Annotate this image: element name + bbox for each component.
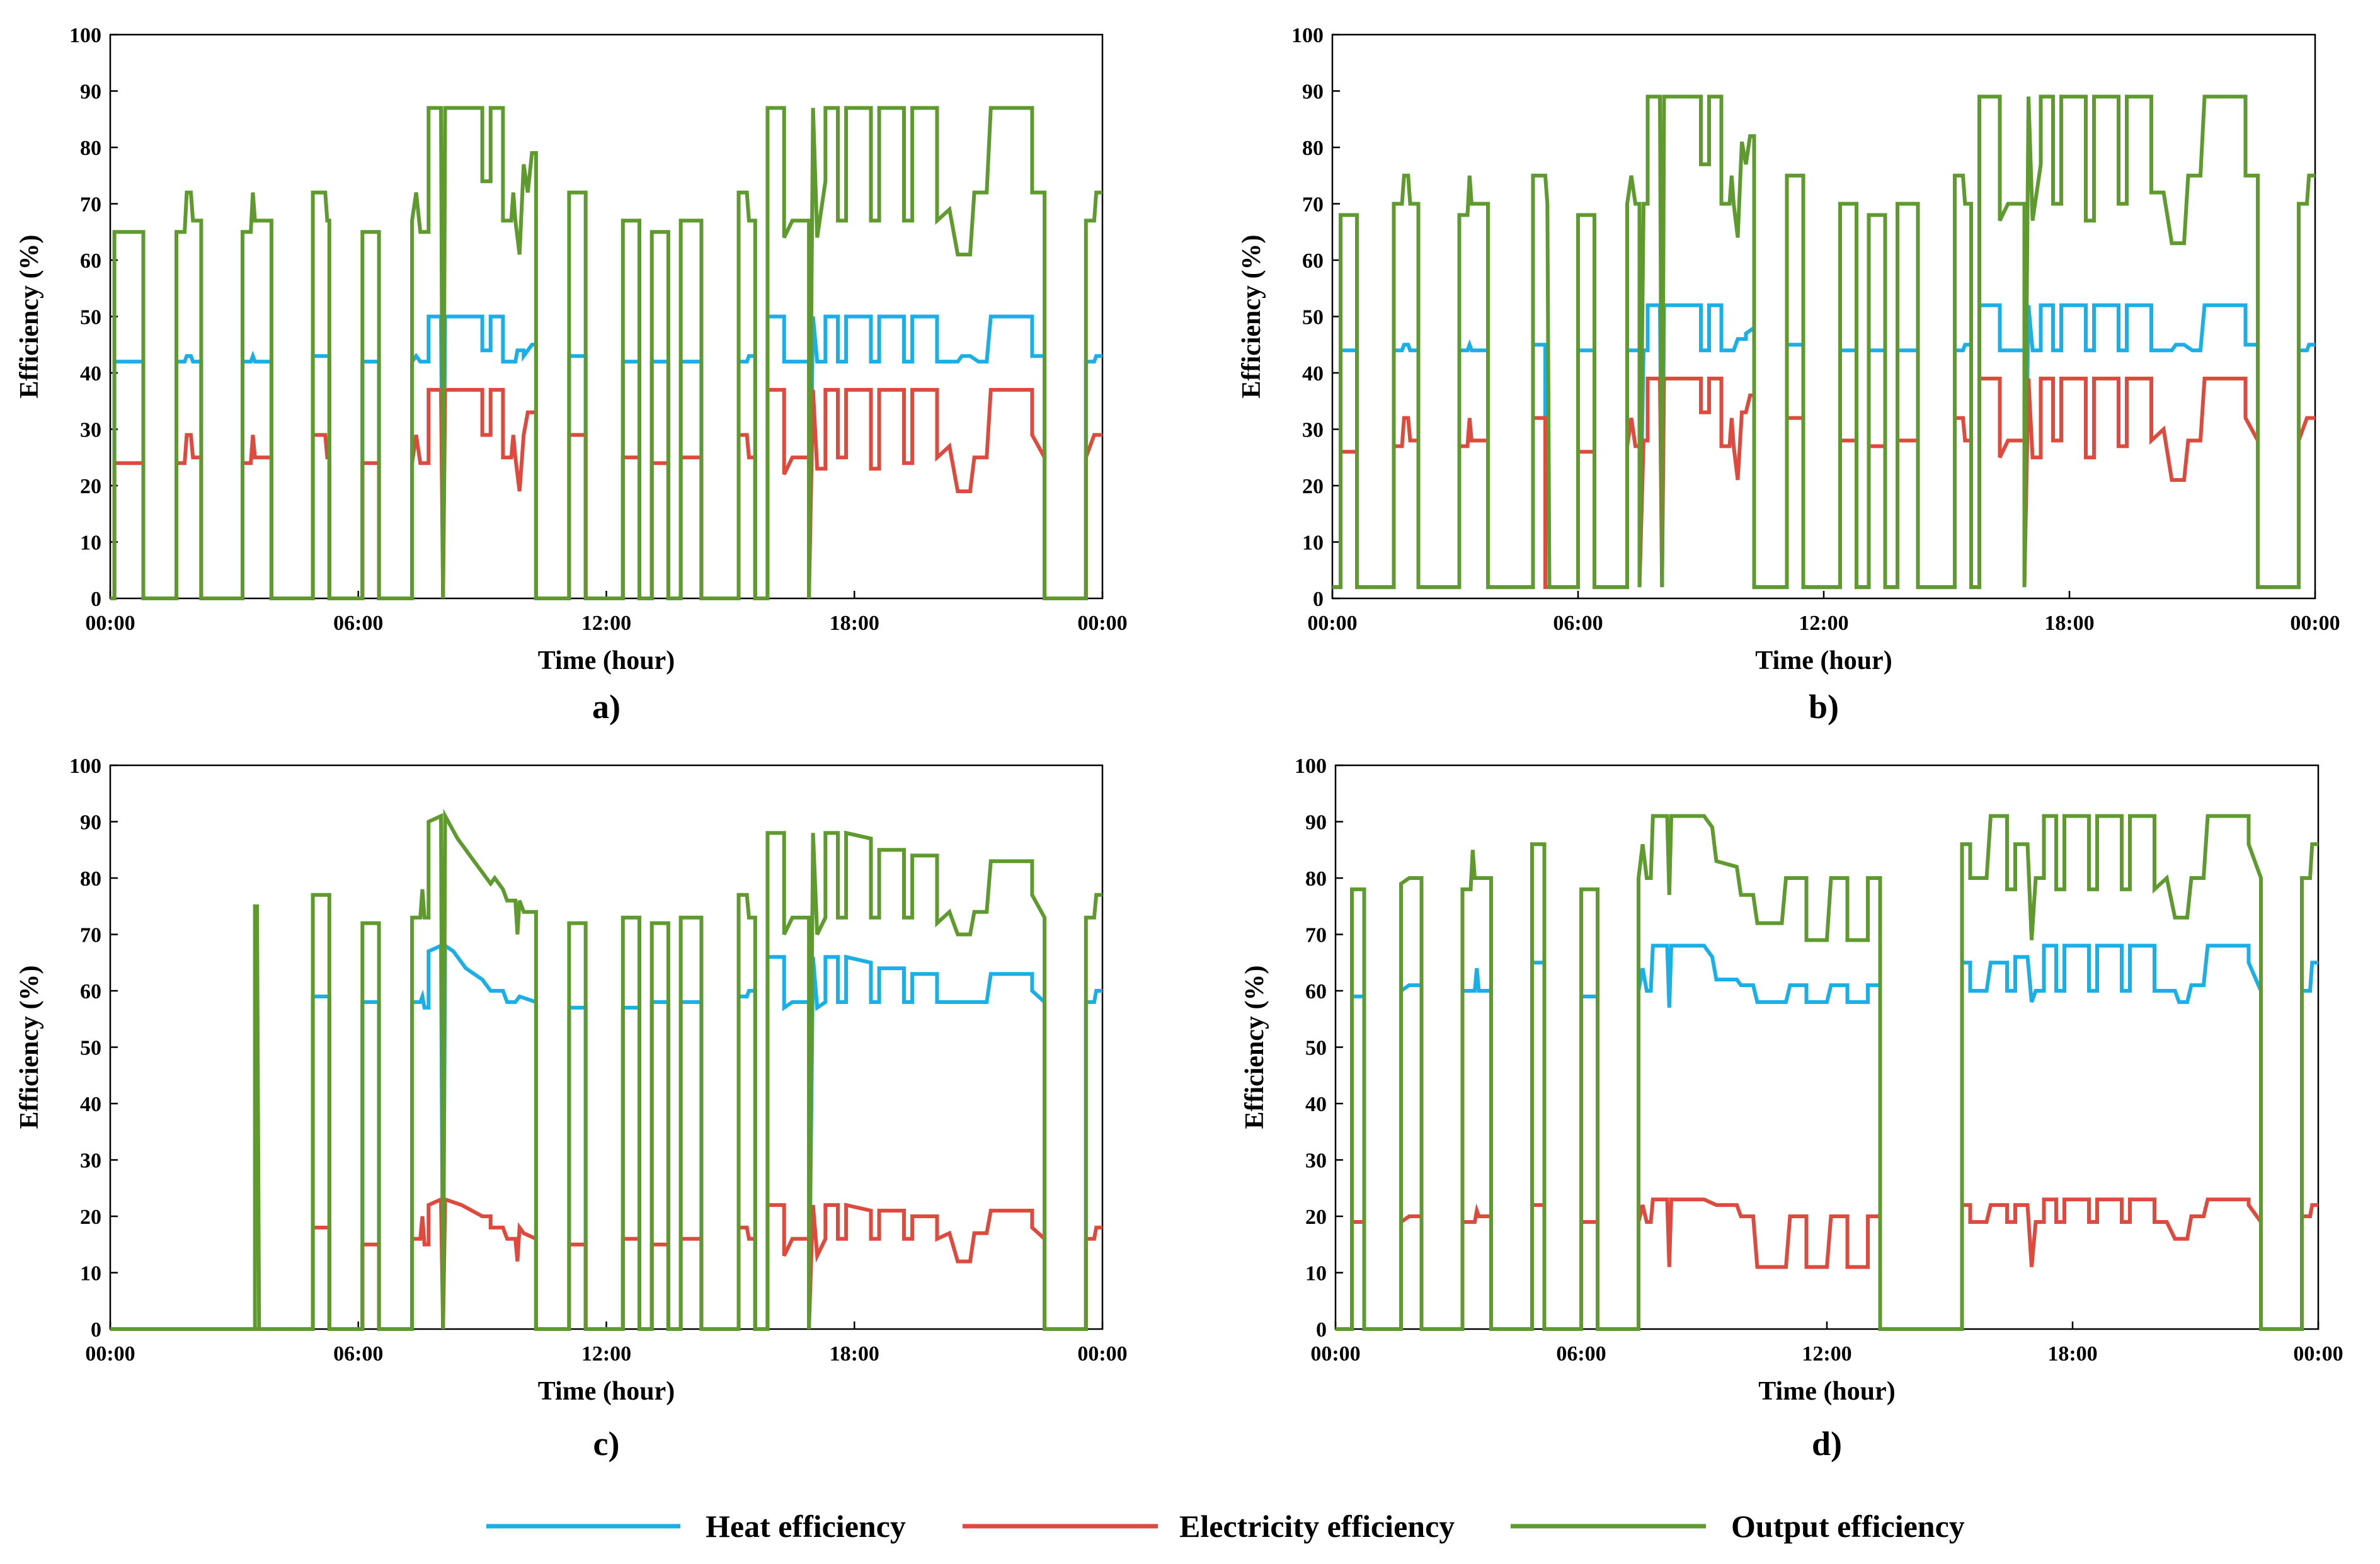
series-output-efficiencyline — [1336, 814, 2318, 1331]
y-tick-label: 0 — [1316, 1318, 1327, 1342]
x-axis-label: Time (hour) — [538, 1377, 675, 1406]
x-tick-label: 06:00 — [333, 1342, 383, 1366]
y-tick-label: 90 — [80, 811, 101, 835]
y-tick-label: 90 — [1302, 81, 1324, 104]
legend-label: Electricity efficiency — [1179, 1509, 1455, 1544]
y-tick-label: 70 — [1302, 193, 1324, 217]
x-axis-label: Time (hour) — [538, 646, 675, 675]
y-tick-label: 30 — [80, 419, 101, 442]
x-tick-label: 00:00 — [1307, 612, 1357, 635]
x-tick-label: 18:00 — [2047, 1342, 2097, 1366]
legend-item-heat-efficiency: Heat efficiency — [486, 1509, 906, 1544]
y-tick-label: 100 — [69, 24, 101, 47]
y-axis-label: Efficiency (%) — [1240, 965, 1269, 1129]
y-tick-label: 0 — [1313, 588, 1324, 611]
x-axis-label: Time (hour) — [1755, 646, 1892, 675]
y-tick-label: 80 — [80, 137, 101, 160]
y-axis-label: Efficiency (%) — [15, 234, 44, 398]
y-tick-label: 100 — [1295, 755, 1327, 778]
x-tick-label: 06:00 — [333, 612, 383, 635]
y-tick-label: 60 — [1305, 980, 1327, 1003]
y-tick-label: 20 — [80, 475, 101, 498]
y-axis-label: Efficiency (%) — [15, 965, 44, 1129]
plot-frame — [109, 33, 1104, 600]
y-tick-label: 70 — [80, 193, 101, 217]
panel-label: c) — [593, 1425, 620, 1463]
y-tick-label: 80 — [80, 867, 101, 891]
y-tick-label: 10 — [1302, 532, 1324, 555]
y-tick-label: 80 — [1305, 867, 1327, 891]
x-tick-label: 12:00 — [581, 1342, 631, 1366]
y-tick-label: 50 — [80, 306, 101, 329]
panel-label: a) — [592, 688, 621, 726]
y-tick-label: 50 — [80, 1037, 101, 1060]
x-tick-label: 00:00 — [2290, 612, 2340, 635]
panel-label: d) — [1812, 1425, 1842, 1463]
y-tick-label: 60 — [1302, 249, 1324, 273]
series-output-efficiencyline — [1332, 94, 2315, 590]
y-tick-label: 30 — [80, 1150, 101, 1173]
y-tick-label: 40 — [1302, 362, 1324, 385]
panel-b: 0 10 20 30 40 50 60 70 80 90 100 00:00 06:00 12:00 18:… — [1237, 24, 2340, 726]
legend-label: Output efficiency — [1731, 1509, 1965, 1544]
x-tick-label: 18:00 — [830, 1342, 879, 1366]
legend-item-output-efficiency: Output efficiency — [1511, 1509, 1965, 1544]
series-electricity-efficiencyline — [1332, 377, 2315, 590]
x-tick-label: 12:00 — [581, 612, 631, 635]
y-tick-label: 90 — [80, 81, 101, 104]
y-tick-label: 0 — [91, 588, 101, 611]
y-tick-label: 40 — [1305, 1093, 1327, 1116]
x-tick-label: 00:00 — [1077, 612, 1127, 635]
series-heat-efficiencyline — [1336, 944, 2318, 1331]
y-tick-label: 100 — [1291, 24, 1324, 47]
plot-frame — [1331, 33, 2316, 600]
y-tick-label: 10 — [1305, 1262, 1327, 1286]
x-tick-label: 06:00 — [1556, 1342, 1606, 1366]
panel-d: 0 10 20 30 40 50 60 70 80 90 100 00:00 06:00 12:00 18:… — [1240, 755, 2343, 1463]
y-tick-label: 0 — [91, 1318, 101, 1342]
legend: Heat efficiency Electricity efficiency Out… — [486, 1509, 1965, 1544]
y-tick-label: 10 — [80, 532, 101, 555]
y-tick-label: 20 — [1302, 475, 1324, 498]
legend-label: Heat efficiency — [706, 1509, 906, 1544]
y-tick-label: 50 — [1305, 1037, 1327, 1060]
y-tick-label: 80 — [1302, 137, 1324, 160]
legend-item-electricity-efficiency: Electricity efficiency — [963, 1509, 1455, 1544]
y-axis-label: Efficiency (%) — [1237, 234, 1266, 398]
y-tick-label: 100 — [69, 755, 101, 778]
series-electricity-efficiencyline — [1336, 1197, 2318, 1331]
x-tick-label: 00:00 — [85, 612, 135, 635]
series-output-efficiencyline — [110, 808, 1102, 1331]
x-tick-label: 00:00 — [85, 1342, 135, 1366]
series-output-efficiencyline — [110, 106, 1102, 600]
y-tick-label: 60 — [80, 980, 101, 1003]
x-tick-label: 00:00 — [2293, 1342, 2343, 1366]
y-tick-label: 30 — [1302, 419, 1324, 442]
x-axis-label: Time (hour) — [1758, 1377, 1895, 1406]
y-tick-label: 10 — [80, 1262, 101, 1286]
y-tick-label: 90 — [1305, 811, 1327, 835]
x-tick-label: 00:00 — [1310, 1342, 1360, 1366]
x-tick-label: 18:00 — [830, 612, 879, 635]
y-tick-label: 40 — [80, 362, 101, 385]
panel-label: b) — [1809, 688, 1839, 726]
panel-c: 0 10 20 30 40 50 60 70 80 90 100 00:00 06:00 12:00 18:… — [15, 755, 1128, 1463]
series-electricity-efficiencyline — [110, 387, 1102, 600]
y-tick-label: 20 — [1305, 1206, 1327, 1229]
y-tick-label: 70 — [1305, 924, 1327, 947]
y-tick-label: 40 — [80, 1093, 101, 1116]
x-tick-label: 12:00 — [1799, 612, 1848, 635]
panel-a: 0 10 20 30 40 50 60 70 80 90 100 00:00 06:00 12:00 18:… — [15, 24, 1128, 726]
y-tick-label: 50 — [1302, 306, 1324, 329]
y-tick-label: 70 — [80, 924, 101, 947]
y-tick-label: 60 — [80, 249, 101, 273]
x-tick-label: 00:00 — [1077, 1342, 1127, 1366]
y-tick-label: 30 — [1305, 1150, 1327, 1173]
x-tick-label: 12:00 — [1802, 1342, 1851, 1366]
x-tick-label: 18:00 — [2044, 612, 2094, 635]
x-tick-label: 06:00 — [1553, 612, 1603, 635]
y-tick-label: 20 — [80, 1206, 101, 1229]
